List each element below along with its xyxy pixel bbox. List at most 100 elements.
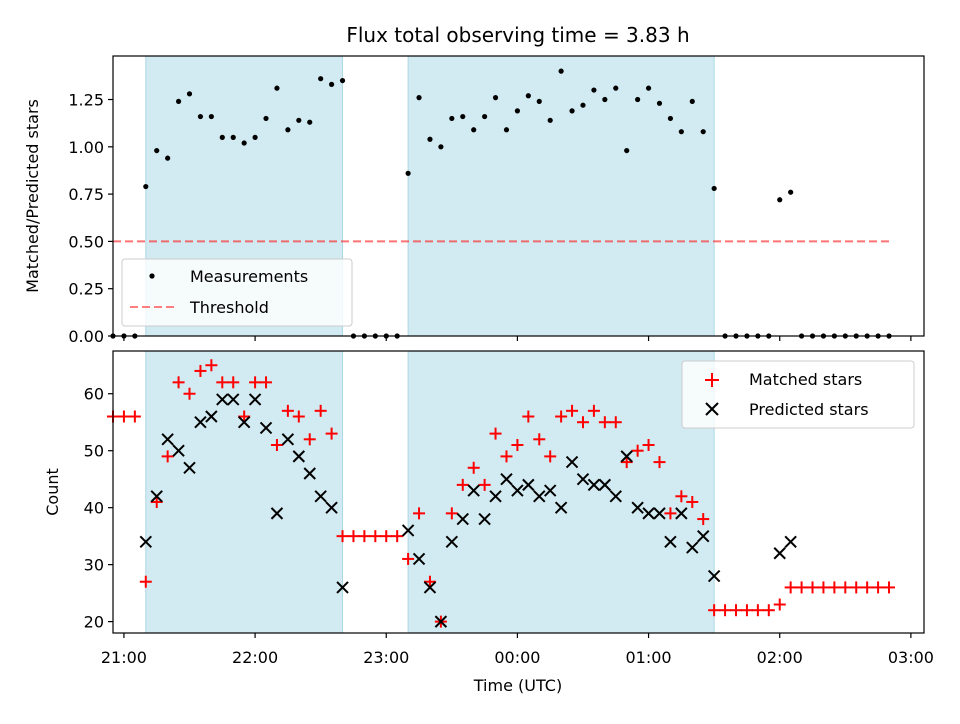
measurement-point	[318, 76, 324, 82]
predicted-star-point	[598, 478, 612, 492]
predicted-star-point	[161, 433, 174, 446]
matched-star-point	[544, 450, 557, 463]
predicted-star-point	[609, 490, 622, 503]
predicted-star-point	[434, 615, 448, 628]
predicted-star-point	[183, 461, 196, 474]
predicted-star-point	[576, 472, 590, 486]
top-legend: Measurements Threshold	[121, 258, 353, 327]
measurement-point	[416, 95, 422, 101]
measurement-point	[405, 170, 411, 176]
y-tick-label: 0.75	[68, 185, 104, 204]
matched-star-point	[489, 427, 502, 440]
predicted-star-point	[554, 501, 568, 514]
predicted-star-point	[642, 507, 655, 520]
matched-star-point	[806, 581, 819, 594]
matched-star-point	[161, 450, 174, 463]
measurement-point	[263, 115, 269, 122]
matched-star-point	[566, 404, 579, 417]
matched-star-point	[227, 376, 240, 389]
bottom-plot-frame	[112, 350, 925, 634]
y-tick-label: 1.00	[68, 138, 104, 157]
matched-star-point	[730, 604, 743, 617]
top-axis-ticks: 0.00 0.25 0.50 0.75 1.00 1.25	[68, 91, 912, 346]
matched-star-point	[260, 376, 273, 389]
measurement-point	[624, 147, 630, 154]
measurement-point	[525, 93, 531, 99]
legend-matched-label: Matched stars	[749, 370, 862, 389]
predicted-star-point	[336, 581, 349, 594]
predicted-star-point	[511, 484, 524, 497]
measurement-point	[667, 115, 674, 122]
predicted-star-point	[325, 501, 338, 514]
bottom-panel: 21:00 22:00 23:00 00:00 01:00 02:00 03:00 20 30 4…	[43, 350, 934, 695]
measurement-point	[656, 100, 663, 106]
matched-star-point	[128, 410, 141, 423]
y-tick-label: 0.50	[68, 232, 104, 251]
matched-star-point	[861, 581, 874, 594]
top-legend-box	[121, 258, 353, 327]
y-tick-label: 20	[84, 613, 104, 632]
matched-star-point	[216, 376, 229, 389]
matched-star-point	[445, 507, 458, 520]
predicted-star-point	[303, 467, 316, 480]
bottom-shaded-intervals	[145, 350, 715, 634]
measurement-point	[165, 155, 171, 161]
matched-star-point	[325, 427, 338, 440]
matched-star-point	[511, 439, 524, 451]
matched-star-point	[675, 490, 688, 503]
matched-star-point	[686, 495, 699, 508]
predicted-star-point	[227, 393, 240, 406]
predicted-star-point	[456, 512, 469, 526]
x-tick-label: 03:00	[888, 648, 934, 667]
matched-star-point	[620, 456, 633, 469]
y-tick-label: 50	[84, 442, 104, 461]
matched-star-point	[456, 478, 469, 491]
predicted-star-point	[587, 478, 601, 492]
predicted-star-point	[401, 524, 415, 537]
matched-star-point	[522, 410, 535, 423]
matched-star-point	[631, 444, 644, 457]
predicted-star-point	[675, 507, 688, 520]
matched-star-point	[653, 456, 666, 469]
bottom-axis-ticks: 21:00 22:00 23:00 00:00 01:00 02:00 03:00 20 30 4…	[84, 385, 934, 667]
top-plot-frame	[112, 55, 925, 337]
matched-stars-series	[107, 359, 896, 628]
shaded-interval	[407, 55, 715, 337]
measurement-point	[536, 98, 542, 105]
matched-star-point	[533, 433, 546, 446]
measurement-point	[438, 144, 444, 150]
x-tick-label: 21:00	[101, 648, 147, 667]
measurement-point	[471, 127, 477, 133]
matched-star-point	[795, 581, 808, 594]
measurement-point	[307, 119, 313, 125]
predicted-star-point	[172, 444, 185, 457]
shaded-interval	[145, 350, 344, 634]
predicted-star-point	[522, 478, 535, 492]
shaded-interval	[407, 350, 715, 634]
matched-star-point	[402, 552, 415, 565]
predicted-star-point	[139, 535, 152, 549]
measurement-point	[547, 117, 553, 123]
x-tick-label: 23:00	[363, 648, 409, 667]
matched-star-point	[576, 416, 589, 429]
matched-star-point	[292, 410, 305, 423]
matched-star-point	[773, 598, 786, 611]
legend-predicted-marker	[705, 402, 719, 416]
predicted-star-point	[412, 552, 426, 566]
matched-star-point	[238, 410, 251, 423]
measurement-point	[492, 95, 499, 101]
measurement-point	[143, 183, 149, 190]
legend-matched-marker	[705, 373, 719, 387]
measurement-point	[602, 96, 608, 103]
measurement-point	[613, 85, 619, 91]
measurement-point	[285, 127, 291, 133]
legend-threshold-label: Threshold	[189, 298, 269, 317]
top-panel: 0.00 0.25 0.50 0.75 1.00 1.25 Matched/Predict…	[23, 55, 925, 346]
matched-star-point	[336, 530, 349, 543]
matched-star-point	[664, 507, 677, 520]
matched-star-point	[784, 581, 797, 594]
matched-star-point	[150, 495, 163, 508]
x-tick-label: 22:00	[232, 648, 278, 667]
measurement-point	[449, 115, 455, 122]
x-axis-label: Time (UTC)	[473, 676, 562, 695]
